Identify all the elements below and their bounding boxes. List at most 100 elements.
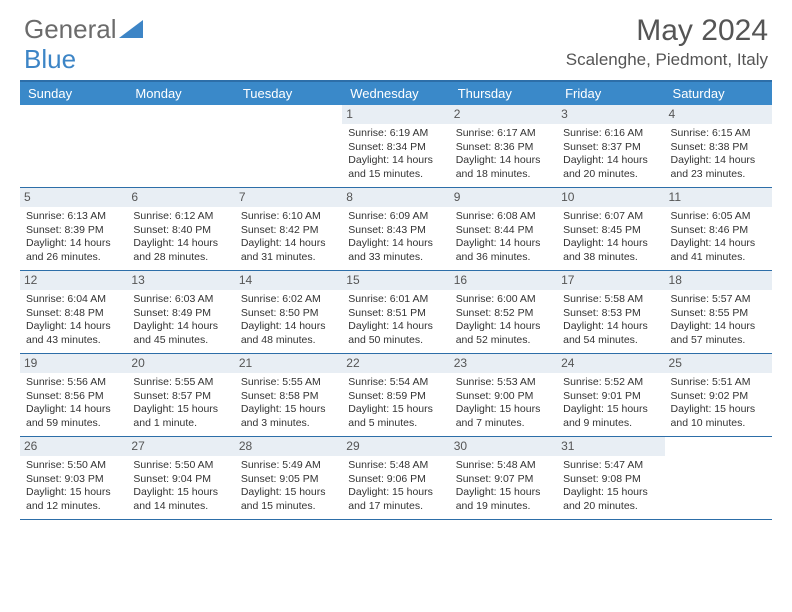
day-details: Sunrise: 5:48 AMSunset: 9:06 PMDaylight:… [348,459,445,513]
day-cell: 29 Sunrise: 5:48 AMSunset: 9:06 PMDayligh… [342,437,449,519]
day-number: 2 [450,105,557,124]
month-year-title: May 2024 [566,14,768,48]
day-details: Sunrise: 5:52 AMSunset: 9:01 PMDaylight:… [563,376,660,430]
calendar-body: 1 Sunrise: 6:19 AMSunset: 8:34 PMDaylight… [20,105,772,520]
empty-cell [665,437,772,519]
day-header-wednesday: Wednesday [342,82,449,105]
day-details: Sunrise: 5:50 AMSunset: 9:04 PMDaylight:… [133,459,230,513]
day-details: Sunrise: 6:08 AMSunset: 8:44 PMDaylight:… [456,210,553,264]
day-cell: 8 Sunrise: 6:09 AMSunset: 8:43 PMDaylight… [342,188,449,270]
day-cell: 31Sunrise: 5:47 AMSunset: 9:08 PMDayligh… [557,437,664,519]
day-header-friday: Friday [557,82,664,105]
day-number: 8 [342,188,449,207]
day-number: 14 [235,271,342,290]
day-cell: 28 Sunrise: 5:49 AMSunset: 9:05 PMDayligh… [235,437,342,519]
day-header-thursday: Thursday [450,82,557,105]
day-details: Sunrise: 5:56 AMSunset: 8:56 PMDaylight:… [26,376,123,430]
day-cell: 16Sunrise: 6:00 AMSunset: 8:52 PMDayligh… [450,271,557,353]
day-details: Sunrise: 5:54 AMSunset: 8:59 PMDaylight:… [348,376,445,430]
day-details: Sunrise: 6:17 AMSunset: 8:36 PMDaylight:… [456,127,553,181]
day-details: Sunrise: 6:19 AMSunset: 8:34 PMDaylight:… [348,127,445,181]
empty-cell [20,105,127,187]
day-cell: 9 Sunrise: 6:08 AMSunset: 8:44 PMDaylight… [450,188,557,270]
day-header-tuesday: Tuesday [235,82,342,105]
day-number: 9 [450,188,557,207]
day-cell: 20Sunrise: 5:55 AMSunset: 8:57 PMDayligh… [127,354,234,436]
day-number: 18 [665,271,772,290]
day-number: 11 [665,188,772,207]
day-number: 16 [450,271,557,290]
day-cell: 7Sunrise: 6:10 AMSunset: 8:42 PMDaylight… [235,188,342,270]
day-cell: 4Sunrise: 6:15 AMSunset: 8:38 PMDaylight… [665,105,772,187]
day-cell: 10 Sunrise: 6:07 AMSunset: 8:45 PMDayligh… [557,188,664,270]
day-details: Sunrise: 6:04 AMSunset: 8:48 PMDaylight:… [26,293,123,347]
day-cell: 23 Sunrise: 5:53 AMSunset: 9:00 PMDayligh… [450,354,557,436]
day-details: Sunrise: 5:50 AMSunset: 9:03 PMDaylight:… [26,459,123,513]
day-cell: 27 Sunrise: 5:50 AMSunset: 9:04 PMDayligh… [127,437,234,519]
day-cell: 2 Sunrise: 6:17 AMSunset: 8:36 PMDaylight… [450,105,557,187]
day-number: 20 [127,354,234,373]
day-cell: 11Sunrise: 6:05 AMSunset: 8:46 PMDayligh… [665,188,772,270]
day-number: 12 [20,271,127,290]
day-cell: 24 Sunrise: 5:52 AMSunset: 9:01 PMDayligh… [557,354,664,436]
day-cell: 13 Sunrise: 6:03 AMSunset: 8:49 PMDayligh… [127,271,234,353]
empty-cell [127,105,234,187]
day-cell: 1 Sunrise: 6:19 AMSunset: 8:34 PMDaylight… [342,105,449,187]
day-header-row: SundayMondayTuesdayWednesdayThursdayFrid… [20,82,772,105]
day-header-sunday: Sunday [20,82,127,105]
day-header-saturday: Saturday [665,82,772,105]
day-details: Sunrise: 5:58 AMSunset: 8:53 PMDaylight:… [563,293,660,347]
page-header: General May 2024 Scalenghe, Piedmont, It… [0,0,792,74]
day-details: Sunrise: 5:51 AMSunset: 9:02 PMDaylight:… [671,376,768,430]
day-cell: 12 Sunrise: 6:04 AMSunset: 8:48 PMDayligh… [20,271,127,353]
day-number: 30 [450,437,557,456]
day-details: Sunrise: 6:09 AMSunset: 8:43 PMDaylight:… [348,210,445,264]
day-number: 22 [342,354,449,373]
empty-cell [235,105,342,187]
day-cell: 18 Sunrise: 5:57 AMSunset: 8:55 PMDayligh… [665,271,772,353]
day-cell: 30 Sunrise: 5:48 AMSunset: 9:07 PMDayligh… [450,437,557,519]
day-number: 4 [665,105,772,124]
logo-text-1: General [24,14,117,45]
week-row: 5Sunrise: 6:13 AMSunset: 8:39 PMDaylight… [20,188,772,271]
day-number: 5 [20,188,127,207]
day-number: 25 [665,354,772,373]
day-cell: 25 Sunrise: 5:51 AMSunset: 9:02 PMDayligh… [665,354,772,436]
day-number: 27 [127,437,234,456]
day-cell: 19 Sunrise: 5:56 AMSunset: 8:56 PMDayligh… [20,354,127,436]
day-details: Sunrise: 5:47 AMSunset: 9:08 PMDaylight:… [563,459,660,513]
day-details: Sunrise: 5:53 AMSunset: 9:00 PMDaylight:… [456,376,553,430]
day-number: 29 [342,437,449,456]
day-number: 1 [342,105,449,124]
day-cell: 21Sunrise: 5:55 AMSunset: 8:58 PMDayligh… [235,354,342,436]
day-details: Sunrise: 6:03 AMSunset: 8:49 PMDaylight:… [133,293,230,347]
day-number: 10 [557,188,664,207]
day-number: 28 [235,437,342,456]
day-details: Sunrise: 6:02 AMSunset: 8:50 PMDaylight:… [241,293,338,347]
day-details: Sunrise: 5:48 AMSunset: 9:07 PMDaylight:… [456,459,553,513]
day-details: Sunrise: 6:12 AMSunset: 8:40 PMDaylight:… [133,210,230,264]
logo-triangle-icon [119,20,143,38]
week-row: 26 Sunrise: 5:50 AMSunset: 9:03 PMDayligh… [20,437,772,520]
week-row: 12 Sunrise: 6:04 AMSunset: 8:48 PMDayligh… [20,271,772,354]
location-subtitle: Scalenghe, Piedmont, Italy [566,50,768,70]
day-number: 6 [127,188,234,207]
day-details: Sunrise: 6:01 AMSunset: 8:51 PMDaylight:… [348,293,445,347]
day-details: Sunrise: 6:16 AMSunset: 8:37 PMDaylight:… [563,127,660,181]
day-details: Sunrise: 5:57 AMSunset: 8:55 PMDaylight:… [671,293,768,347]
day-details: Sunrise: 6:10 AMSunset: 8:42 PMDaylight:… [241,210,338,264]
day-number: 19 [20,354,127,373]
day-number: 3 [557,105,664,124]
day-number: 23 [450,354,557,373]
day-details: Sunrise: 6:07 AMSunset: 8:45 PMDaylight:… [563,210,660,264]
day-number: 15 [342,271,449,290]
logo: General [24,14,143,45]
day-cell: 17Sunrise: 5:58 AMSunset: 8:53 PMDayligh… [557,271,664,353]
day-number: 26 [20,437,127,456]
day-details: Sunrise: 5:49 AMSunset: 9:05 PMDaylight:… [241,459,338,513]
day-number: 13 [127,271,234,290]
title-block: May 2024 Scalenghe, Piedmont, Italy [566,14,768,70]
week-row: 1 Sunrise: 6:19 AMSunset: 8:34 PMDaylight… [20,105,772,188]
day-number: 24 [557,354,664,373]
week-row: 19 Sunrise: 5:56 AMSunset: 8:56 PMDayligh… [20,354,772,437]
